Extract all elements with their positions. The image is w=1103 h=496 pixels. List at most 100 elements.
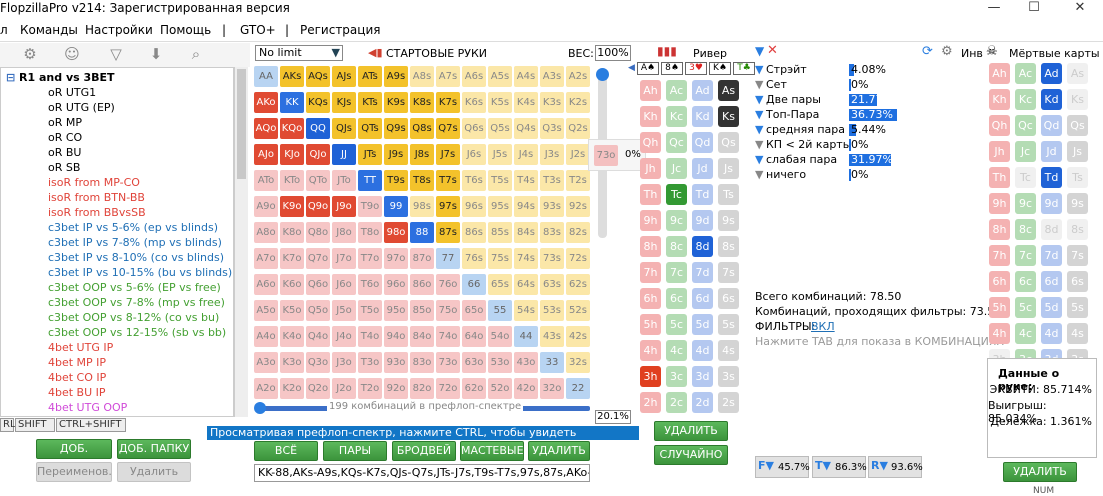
random-board-button[interactable]: СЛУЧАЙНО — [654, 445, 728, 465]
add-range-button[interactable]: ДОБ. СПЕКТР — [36, 439, 112, 473]
hand-cell[interactable]: 52s — [566, 300, 590, 321]
hand-cell[interactable]: 63o — [462, 352, 486, 373]
dead-card-option[interactable]: Ks — [1067, 89, 1088, 110]
hand-cell[interactable]: K6s — [462, 92, 486, 113]
hand-cell[interactable]: T6s — [462, 170, 486, 191]
hand-cell[interactable]: A6o — [254, 274, 278, 295]
board-card[interactable]: 8♠ — [661, 62, 683, 75]
board-card-option[interactable]: Ah — [640, 80, 661, 101]
filter-icon[interactable]: ▼ — [755, 153, 764, 166]
hand-cell[interactable]: 87o — [410, 248, 434, 269]
dead-card-option[interactable]: As — [1067, 63, 1088, 84]
hand-cell[interactable]: QTo — [306, 170, 330, 191]
hand-cell[interactable]: 98s — [410, 196, 434, 217]
hand-cell[interactable]: T5o — [358, 300, 382, 321]
board-card-option[interactable]: 3c — [666, 366, 687, 387]
hand-cell[interactable]: T4o — [358, 326, 382, 347]
tree-item[interactable]: 4bet MP IP — [48, 356, 107, 369]
hand-cell[interactable]: Q7o — [306, 248, 330, 269]
board-card-option[interactable]: Jh — [640, 158, 661, 179]
gear-icon[interactable]: ⚙ — [941, 44, 953, 59]
hand-cell[interactable]: QJo — [306, 144, 330, 165]
select-all-button[interactable]: ВСЁ — [254, 441, 318, 461]
rename-button[interactable]: Переименов. — [36, 462, 112, 482]
hand-cell[interactable]: J8o — [332, 222, 356, 243]
hand-cell[interactable]: 93o — [384, 352, 408, 373]
board-card-option[interactable]: 6c — [666, 288, 687, 309]
dead-card-option[interactable]: Qd — [1041, 115, 1062, 136]
broadway-button[interactable]: БРОДВЕЙ — [392, 441, 456, 461]
board-card-option[interactable]: Js — [718, 158, 739, 179]
hand-cell[interactable]: K5s — [488, 92, 512, 113]
hand-cell[interactable]: 62o — [462, 378, 486, 399]
board-card-option[interactable]: 7h — [640, 262, 661, 283]
menu-commands[interactable]: Команды — [20, 23, 78, 37]
hand-cell[interactable]: TT — [358, 170, 382, 191]
hand-cell[interactable]: K8o — [280, 222, 304, 243]
hand-cell[interactable]: J4s — [514, 144, 538, 165]
dead-card-option[interactable]: Ad — [1041, 63, 1062, 84]
board-card-option[interactable]: 2c — [666, 392, 687, 413]
hand-cell[interactable]: Q5o — [306, 300, 330, 321]
hand-cell[interactable]: 54s — [514, 300, 538, 321]
hand-cell[interactable]: 95o — [384, 300, 408, 321]
hand-cell[interactable]: A5o — [254, 300, 278, 321]
weight-slider-handle[interactable] — [596, 68, 609, 81]
combo-slider-handle[interactable] — [254, 402, 266, 414]
hand-cell[interactable]: 97s — [436, 196, 460, 217]
hand-cell[interactable]: 86o — [410, 274, 434, 295]
hand-cell[interactable]: T8s — [410, 170, 434, 191]
hand-cell[interactable]: 55 — [488, 300, 512, 321]
hand-cell[interactable]: J5o — [332, 300, 356, 321]
board-card-option[interactable]: 3s — [718, 366, 739, 387]
dead-card-option[interactable]: Jc — [1015, 141, 1036, 162]
delete-range-button[interactable]: Удалить — [117, 462, 191, 482]
board-card-option[interactable]: 9s — [718, 210, 739, 231]
tree-item[interactable]: oR MP — [48, 116, 82, 129]
board-card-option[interactable]: Tc — [666, 184, 687, 205]
tree-item[interactable]: oR UTG (EP) — [48, 101, 115, 114]
filter-icon[interactable]: ▼ — [755, 108, 764, 121]
hand-cell[interactable]: KQs — [306, 92, 330, 113]
hand-cell[interactable]: J3s — [540, 144, 564, 165]
hand-cell[interactable]: 75o — [436, 300, 460, 321]
hand-cell[interactable]: 74s — [514, 248, 538, 269]
tree-item[interactable]: c3bet IP vs 7-8% (mp vs blinds) — [48, 236, 222, 249]
hand-cell[interactable]: 92s — [566, 196, 590, 217]
board-card-option[interactable]: Qs — [718, 132, 739, 153]
limit-select[interactable]: No limit ▼ — [255, 45, 343, 61]
hand-cell[interactable]: 96o — [384, 274, 408, 295]
add-folder-button[interactable]: ДОБ. ПАПКУ — [117, 439, 191, 459]
hand-cell[interactable]: T8o — [358, 222, 382, 243]
board-card-option[interactable]: 7s — [718, 262, 739, 283]
hand-cell[interactable]: K2o — [280, 378, 304, 399]
dead-card-option[interactable]: 9c — [1015, 193, 1036, 214]
board-card-option[interactable]: 3h — [640, 366, 661, 387]
board-card[interactable]: T♣ — [733, 62, 755, 75]
dead-card-option[interactable]: 5d — [1041, 297, 1062, 318]
hand-cell[interactable]: T9o — [358, 196, 382, 217]
hand-cell[interactable]: Q4s — [514, 118, 538, 139]
hand-cell[interactable]: A8s — [410, 66, 434, 87]
river-equity-button[interactable]: R▼ 93.6% — [868, 456, 923, 478]
board-card-option[interactable]: Ks — [718, 106, 739, 127]
hand-cell[interactable]: 85o — [410, 300, 434, 321]
board-card[interactable]: K♠ — [709, 62, 731, 75]
dead-card-option[interactable]: 7s — [1067, 245, 1088, 266]
search-icon[interactable]: ⌕ — [191, 45, 201, 63]
filters-toggle[interactable]: ВКЛ — [811, 320, 835, 333]
hand-cell[interactable]: K4o — [280, 326, 304, 347]
tree-item[interactable]: c3bet IP vs 8-10% (co vs blinds) — [48, 251, 225, 264]
tree-item[interactable]: oR SB — [48, 161, 81, 174]
hand-cell[interactable]: 64o — [462, 326, 486, 347]
turn-equity-button[interactable]: T▼ 86.3% — [812, 456, 867, 478]
hand-cell[interactable]: 84s — [514, 222, 538, 243]
hand-cell[interactable]: A3o — [254, 352, 278, 373]
hand-cell[interactable]: 99 — [384, 196, 408, 217]
hand-cell[interactable]: J5s — [488, 144, 512, 165]
hand-cell[interactable]: ATs — [358, 66, 382, 87]
hand-cell[interactable]: A4s — [514, 66, 538, 87]
hand-cell[interactable]: J8s — [410, 144, 434, 165]
hand-cell[interactable]: J7s — [436, 144, 460, 165]
hand-cell[interactable]: Q2o — [306, 378, 330, 399]
